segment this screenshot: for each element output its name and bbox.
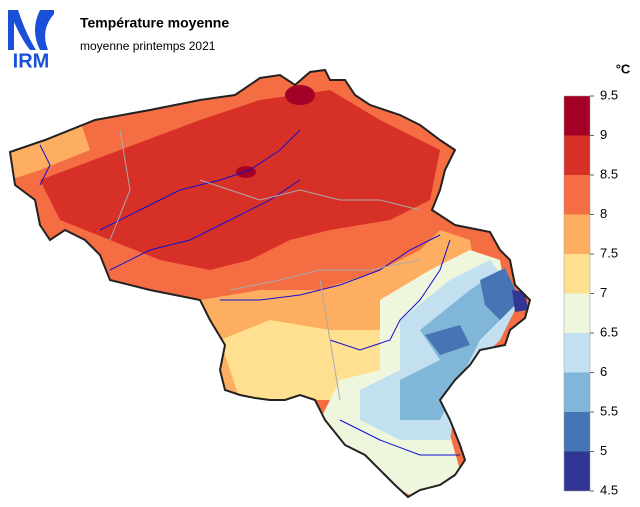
legend-bin xyxy=(564,372,590,412)
legend-bin xyxy=(564,214,590,254)
color-legend: 9.5 9 8.5 8 7.5 7 6.5 6 5.5 5 4.5 xyxy=(563,87,618,497)
map-title: Température moyenne xyxy=(80,15,229,31)
legend-bin xyxy=(564,135,590,175)
legend-tick-label: 6 xyxy=(600,364,607,379)
legend-bin xyxy=(564,96,590,136)
logo: IRM xyxy=(8,10,54,72)
logo-text: IRM xyxy=(13,50,50,72)
legend-bin xyxy=(564,333,590,373)
legend-bin xyxy=(564,254,590,294)
legend-tick-label: 4.5 xyxy=(600,482,618,497)
legend-tick-label: 9 xyxy=(600,127,607,142)
legend-tick-label: 8 xyxy=(600,206,607,221)
legend-unit: °C xyxy=(616,61,631,76)
legend-bin xyxy=(564,293,590,333)
legend-tick-label: 5.5 xyxy=(600,403,618,418)
legend-bin xyxy=(564,451,590,491)
country-outline xyxy=(8,68,532,499)
legend-tick-label: 9.5 xyxy=(600,87,618,102)
map-subtitle: moyenne printemps 2021 xyxy=(80,39,216,53)
legend-tick-label: 7 xyxy=(600,285,607,300)
legend-bin xyxy=(564,175,590,215)
borders xyxy=(109,129,421,401)
legend-tick-label: 7.5 xyxy=(600,245,618,260)
legend-bin xyxy=(564,412,590,452)
legend-tick-label: 6.5 xyxy=(600,324,618,339)
legend-tick-label: 8.5 xyxy=(600,166,618,181)
legend-tick-label: 5 xyxy=(600,443,607,458)
